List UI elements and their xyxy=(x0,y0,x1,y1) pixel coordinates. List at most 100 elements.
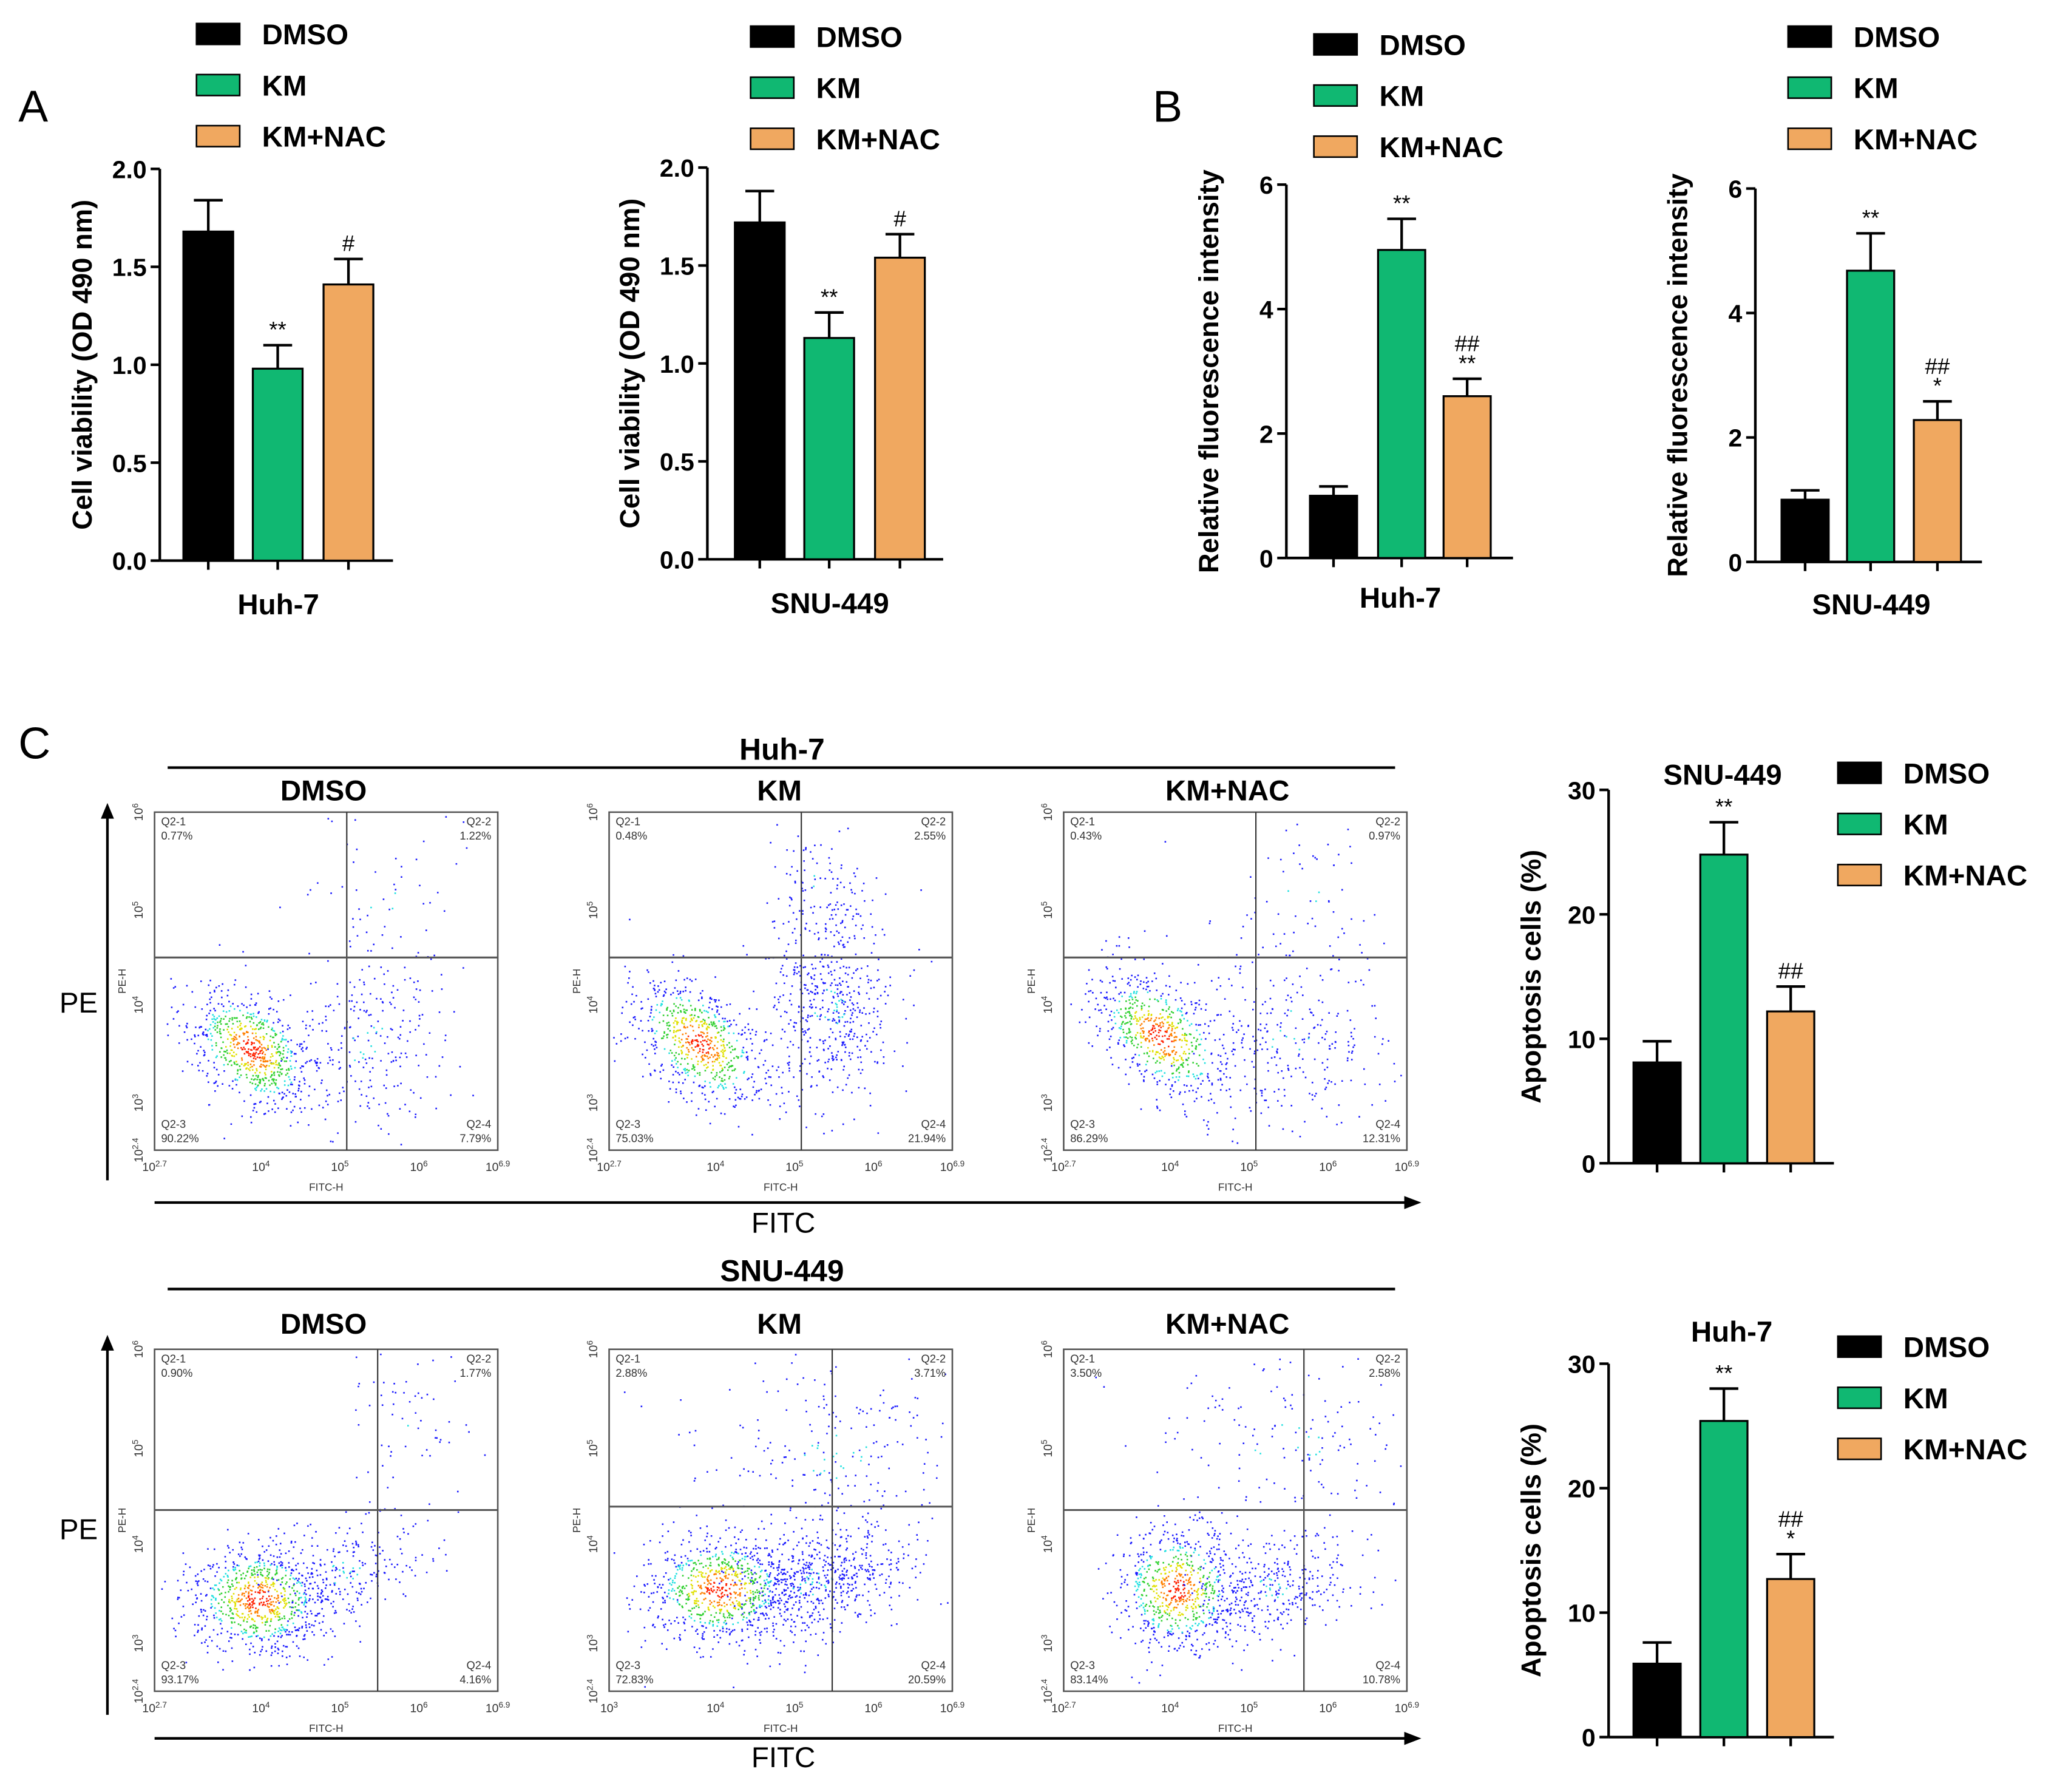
legend-label: KM+NAC xyxy=(816,124,940,156)
chart-title: SNU-449 xyxy=(1663,759,1781,792)
legend-swatch xyxy=(195,124,241,148)
significance-label: ## xyxy=(1778,1507,1803,1532)
x-tick-label: 105 xyxy=(331,1700,348,1716)
bar-dmso xyxy=(1780,498,1830,563)
bar-chart-A-snu449: 0.0 0.5 1.0 1.5 2.0 Cell viability (OD 490 nm… xyxy=(614,22,943,620)
scatter-density xyxy=(1160,1570,1196,1609)
quadrant-percent: 3.50% xyxy=(1070,1366,1102,1379)
scatter-density xyxy=(679,1024,719,1064)
legend-label: DMSO xyxy=(1380,29,1466,61)
x-tick-label: 105 xyxy=(785,1159,803,1174)
y-axis-label: Relative fluorescence intensity xyxy=(1663,174,1693,577)
y-tick-label: 104 xyxy=(130,1535,146,1553)
x-axis-label: SNU-449 xyxy=(1812,589,1930,621)
x-tick-label: 104 xyxy=(707,1700,725,1716)
flow-plot-km: KM Q2-12.88% Q2-23.71% Q2-3 72.83% Q2-4 20.59%… xyxy=(571,1308,964,1734)
quadrant-name: Q2-2 xyxy=(467,1352,492,1365)
x-axis-label: SNU-449 xyxy=(771,588,889,620)
legend-swatch xyxy=(1313,33,1358,56)
legend-label: KM xyxy=(1380,81,1425,113)
quadrant-name: Q2-3 xyxy=(161,1658,186,1671)
bar-dmso xyxy=(182,230,234,562)
row-title: Huh-7 xyxy=(739,733,825,767)
quadrant-percent: 2.88% xyxy=(615,1366,647,1379)
x-tick-label: 106.9 xyxy=(940,1700,964,1716)
y-axis-label: Relative fluorescence intensity xyxy=(1193,169,1224,573)
y-tick-label: 0 xyxy=(1582,1150,1596,1178)
x-tick-label: 105 xyxy=(785,1700,803,1716)
plot-y-label: PE-H xyxy=(116,969,128,994)
y-tick-label: 2 xyxy=(1729,424,1743,452)
quadrant-name: Q2-3 xyxy=(1070,1658,1095,1671)
quadrant-percent: 0.48% xyxy=(615,829,647,842)
y-tick-label: 103 xyxy=(1040,1635,1055,1652)
x-tick-label: 106 xyxy=(1319,1700,1337,1716)
legend-swatch xyxy=(195,73,241,97)
y-tick-label: 106 xyxy=(130,803,146,821)
quadrant-name: Q2-3 xyxy=(615,1118,640,1130)
y-tick-label: 104 xyxy=(1040,996,1055,1014)
y-tick-label: 2 xyxy=(1259,420,1273,448)
x-tick-label: 102.7 xyxy=(1051,1700,1076,1716)
y-tick-label: 102.4 xyxy=(1040,1678,1055,1703)
quadrant-percent: 0.97% xyxy=(1369,829,1400,842)
flow-cytometry-plots: Huh-7 PE FITC DMSO Q2-1 0.77% Q2-2 1.22% Q2-3 90.… xyxy=(59,733,1422,1774)
x-tick-label: 102.7 xyxy=(142,1159,166,1174)
quadrant-percent: 90.22% xyxy=(161,1132,198,1145)
significance-label: ## xyxy=(1778,959,1803,983)
y-tick-label: 105 xyxy=(130,901,146,919)
x-tick-label: 104 xyxy=(252,1159,270,1174)
x-tick-label: 106.9 xyxy=(940,1159,964,1174)
y-tick-label: 0.0 xyxy=(112,548,147,575)
x-tick-label: 104 xyxy=(252,1700,270,1716)
quadrant-percent: 20.59% xyxy=(908,1673,946,1686)
legend-label: KM xyxy=(1854,73,1899,105)
y-tick-label: 1.5 xyxy=(112,254,147,282)
legend-label: DMSO xyxy=(1903,758,1990,790)
x-tick-label: 106 xyxy=(410,1700,427,1716)
y-tick-label: 103 xyxy=(585,1094,600,1112)
y-tick-label: 104 xyxy=(130,996,146,1014)
legend-label: KM+NAC xyxy=(1380,132,1503,164)
condition-label: KM xyxy=(757,775,802,807)
significance-label: # xyxy=(342,231,355,256)
x-tick-label: 104 xyxy=(1161,1700,1179,1716)
x-tick-label: 106 xyxy=(864,1159,882,1174)
y-tick-label: 10 xyxy=(1568,1025,1596,1053)
y-tick-label: 10 xyxy=(1568,1600,1596,1627)
y-tick-label: 103 xyxy=(130,1094,146,1112)
plot-x-label: FITC-H xyxy=(764,1181,798,1193)
quadrant-percent: 72.83% xyxy=(615,1673,653,1686)
quadrant-percent: 4.16% xyxy=(459,1673,491,1686)
plot-x-label: FITC-H xyxy=(309,1181,344,1193)
x-tick-label: 106.9 xyxy=(486,1159,510,1174)
x-tick-label: 102.7 xyxy=(1051,1159,1076,1174)
bar-km xyxy=(1846,270,1896,563)
y-tick-label: 1.0 xyxy=(112,351,147,379)
y-tick-label: 0 xyxy=(1729,549,1743,577)
flow-plot-dmso: DMSO Q2-10.90% Q2-21.77% Q2-3 93.17% Q2-4 4.16… xyxy=(116,1308,510,1734)
bar-dmso xyxy=(1632,1061,1682,1164)
significance-label: ** xyxy=(1459,351,1476,376)
bar-km-nac xyxy=(874,256,926,560)
legend-swatch xyxy=(195,22,241,46)
quadrant-name: Q2-4 xyxy=(921,1118,946,1130)
y-tick-label: 104 xyxy=(585,1535,600,1553)
panel-label-b: B xyxy=(1153,82,1182,132)
plot-y-label: PE-H xyxy=(571,969,583,994)
legend-swatch xyxy=(1837,863,1882,887)
flow-plot-km: KM Q2-1 0.48% Q2-2 2.55% Q2-3 75.03% Q2-4 21.94%… xyxy=(571,775,964,1193)
x-tick-label: 102.7 xyxy=(142,1700,166,1716)
y-tick-label: 1.0 xyxy=(660,350,694,378)
flow-row-huh-7: Huh-7 PE FITC DMSO Q2-1 0.77% Q2-2 1.22% Q2-3 90.… xyxy=(59,733,1422,1240)
legend-swatch xyxy=(1837,761,1882,784)
plot-frame xyxy=(154,1348,499,1692)
condition-label: DMSO xyxy=(280,775,367,807)
x-tick-label: 106.9 xyxy=(486,1700,510,1716)
y-axis-label: Apoptosis cells (%) xyxy=(1516,850,1547,1104)
panel-label-a: A xyxy=(18,82,48,132)
y-tick-label: 4 xyxy=(1729,300,1743,328)
pe-axis-label: PE xyxy=(59,987,98,1019)
bar-km-nac xyxy=(322,283,375,562)
quadrant-name: Q2-2 xyxy=(921,815,946,827)
